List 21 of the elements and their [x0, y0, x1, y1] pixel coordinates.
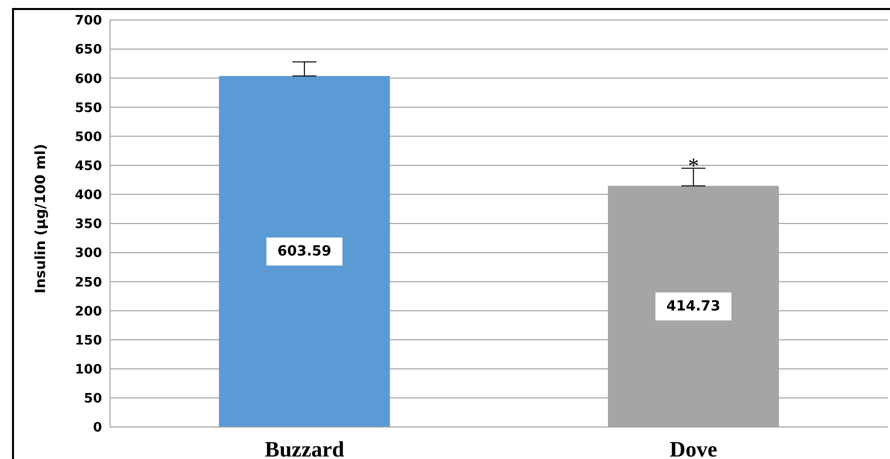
data-label: 603.59: [277, 244, 332, 260]
y-tick-label: 350: [74, 217, 102, 232]
y-tick-label: 50: [84, 392, 102, 407]
y-axis-title: Insulin (µg/100 ml): [32, 144, 49, 294]
y-tick-label: 300: [74, 246, 102, 262]
y-tick-label: 450: [74, 158, 102, 174]
y-tick-label: 550: [74, 100, 102, 116]
y-tick-label: 500: [74, 130, 102, 145]
y-tick-label: 100: [74, 362, 102, 378]
y-tick-label: 600: [74, 72, 102, 87]
y-tick-label: 0: [92, 420, 102, 436]
x-tick-label: Dove: [670, 436, 718, 459]
y-tick-label: 650: [74, 42, 102, 58]
x-tick-label: Buzzard: [264, 436, 344, 459]
y-tick-label: 250: [74, 275, 102, 290]
y-tick-label: 150: [74, 333, 102, 348]
y-tick-label: 200: [74, 304, 102, 320]
annotation: *: [688, 153, 699, 178]
y-tick-label: 400: [74, 188, 102, 204]
y-tick-label: 700: [74, 14, 102, 29]
data-label: 414.73: [666, 298, 720, 314]
